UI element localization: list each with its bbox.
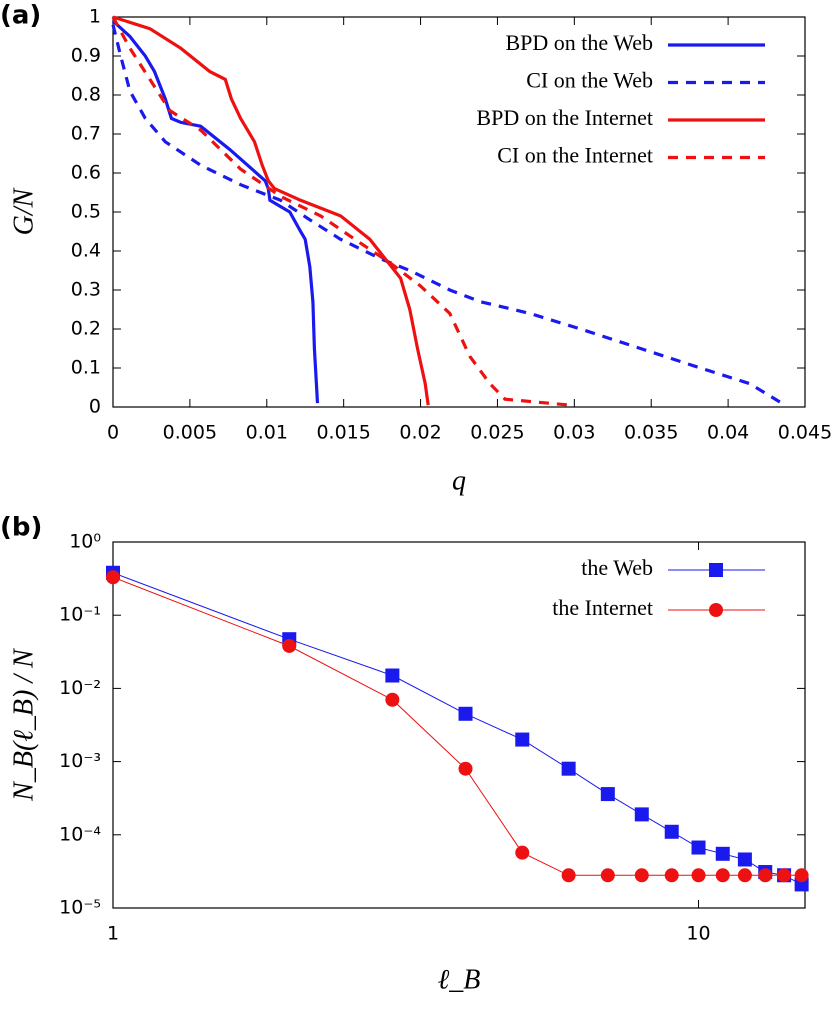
marker [561,868,576,883]
marker [458,761,473,776]
marker [600,787,615,802]
y-tick-label: 0.2 [71,318,101,340]
y-tick-label: 0.6 [71,162,101,184]
y-tick-label: 10⁻² [59,677,101,699]
y-tick-label: 10⁻⁴ [59,823,101,845]
panel-label: (a) [0,1,41,31]
y-tick-label: 0.4 [71,240,101,262]
marker [385,668,400,683]
legend-label: BPD on the Web [505,30,653,55]
marker [691,868,706,883]
x-tick-label: 0.035 [624,422,678,444]
y-tick-label: 0.7 [71,123,101,145]
legend-label: CI on the Web [526,68,653,93]
marker [737,868,752,883]
marker [634,807,649,822]
y-tick-label: 10⁻⁵ [59,897,101,919]
x-tick-label: 0.04 [707,422,749,444]
y-tick-label: 0.9 [71,45,101,67]
series-line [112,572,802,885]
marker [758,868,773,883]
marker [691,840,706,855]
x-tick-label: 0.025 [470,422,524,444]
series-line [111,24,786,407]
marker [106,570,120,585]
x-tick-label: 0.005 [163,422,217,444]
marker [385,692,400,707]
marker [282,638,297,653]
marker [515,732,530,747]
marker [715,868,730,883]
series-line [112,15,430,406]
x-tick-label: 0.01 [246,422,288,444]
y-tick-label: 10⁻³ [59,750,101,772]
marker [664,824,679,839]
x-tick-label: 0.015 [316,422,370,444]
legend-label: BPD on the Internet [476,105,653,130]
y-axis-label: N_B(ℓ_B) / N [8,648,39,802]
y-tick-label: 0.1 [71,357,101,379]
x-tick-label: 0 [107,422,119,444]
x-tick-label: 0.045 [778,422,831,444]
legend-label: the Web [581,555,653,580]
series-line [112,576,802,876]
series-line [111,19,320,404]
legend-marker [709,563,723,577]
marker [600,868,615,883]
y-tick-label: 0.3 [71,279,101,301]
y-tick-label: 0.5 [71,201,101,223]
marker [561,761,576,776]
marker [458,706,473,721]
x-axis-label: q [452,465,466,496]
legend-label: CI on the Internet [497,143,653,168]
y-axis-label: G/N [8,187,39,235]
x-tick-label: 0.03 [553,422,595,444]
panel-label: (b) [0,513,42,543]
series-line [111,16,570,407]
y-tick-label: 10⁰ [69,531,101,553]
marker [515,845,530,860]
marker [737,852,752,867]
marker [715,846,730,861]
x-tick-label: 1 [107,923,119,945]
legend-marker [709,603,723,617]
x-tick-label: 0.02 [399,422,441,444]
plot-frame [112,541,806,909]
y-tick-label: 1 [89,6,101,28]
y-tick-label: 0.8 [71,84,101,106]
marker [777,868,792,883]
x-tick-label: 10 [686,923,710,945]
y-tick-label: 0 [89,396,101,418]
marker [634,868,649,883]
x-axis-label: ℓ_B [438,964,481,995]
marker [664,868,679,883]
y-tick-label: 10⁻¹ [59,604,101,626]
marker [794,868,809,883]
legend-label: the Internet [552,595,653,620]
